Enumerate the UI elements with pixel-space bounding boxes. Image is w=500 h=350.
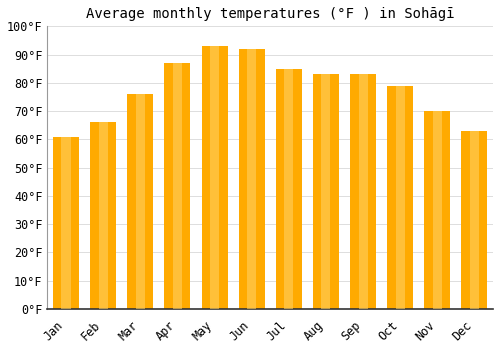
Bar (90, 122, 116, 309)
Bar (136, 94, 145, 309)
Bar (62, 136, 70, 309)
Bar (202, 46, 228, 309)
Bar (173, 63, 182, 309)
Bar (387, 86, 413, 309)
Bar (164, 63, 190, 309)
Bar (470, 131, 479, 309)
Bar (247, 49, 256, 309)
Bar (350, 74, 376, 309)
Bar (210, 46, 219, 309)
Bar (396, 86, 405, 309)
Bar (53, 136, 79, 309)
Bar (284, 69, 294, 309)
Bar (238, 49, 264, 309)
Bar (424, 111, 450, 309)
Bar (433, 111, 442, 309)
Bar (98, 122, 108, 309)
Bar (462, 131, 487, 309)
Bar (276, 69, 302, 309)
Title: Average monthly temperatures (°F ) in Sohāgī: Average monthly temperatures (°F ) in So… (86, 7, 455, 21)
Bar (322, 74, 330, 309)
Bar (128, 94, 154, 309)
Bar (358, 74, 368, 309)
Bar (313, 74, 339, 309)
